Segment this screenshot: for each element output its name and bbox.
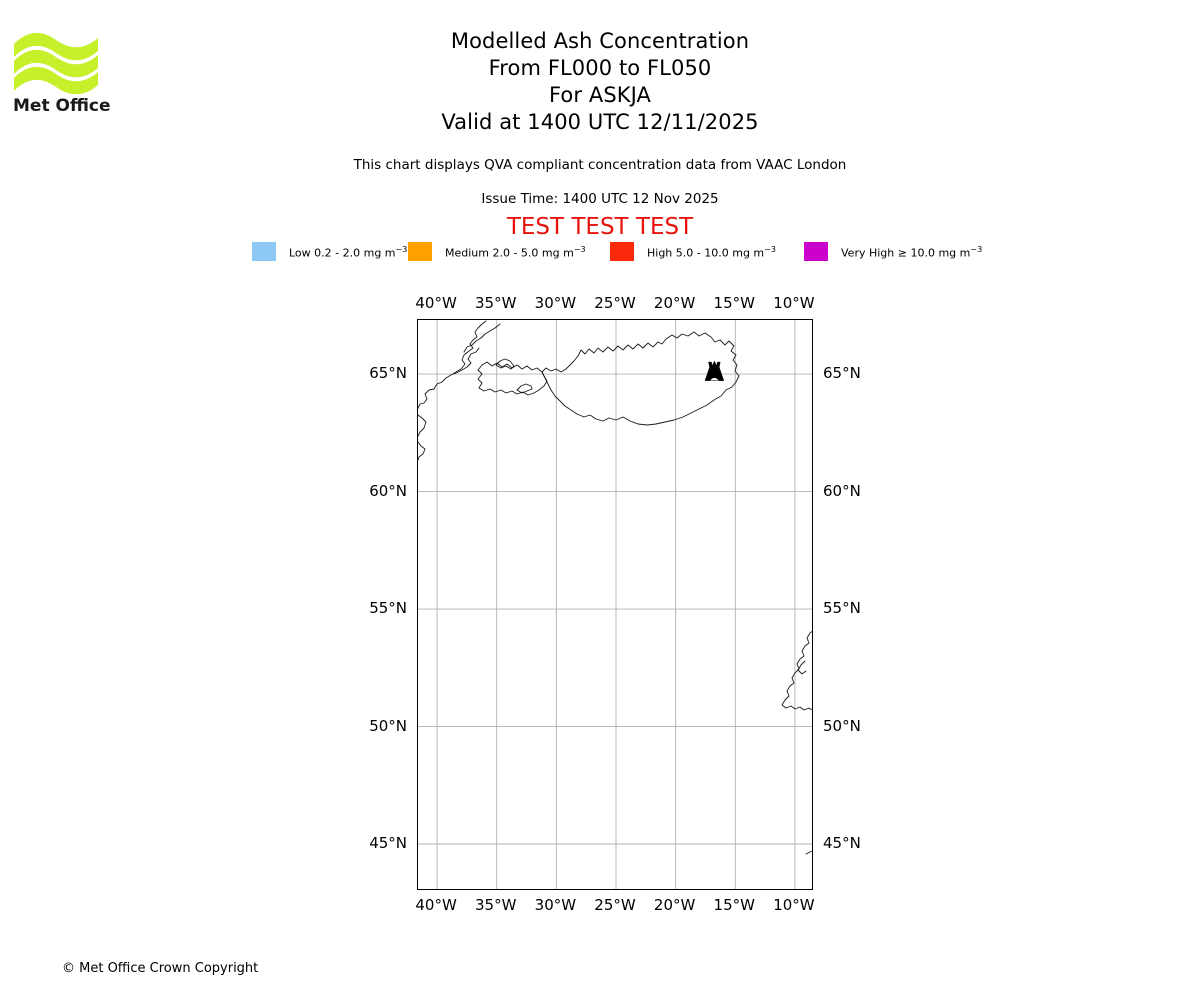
met-office-wordmark: Met Office — [13, 96, 111, 114]
legend-exponent-1: −3 — [573, 244, 586, 254]
legend-label-2: High 5.0 - 10.0 mg m−3 — [647, 244, 776, 260]
qva-disclaimer: This chart displays QVA compliant concen… — [353, 157, 847, 173]
lon-tick-top-3: 25°W — [594, 294, 636, 312]
legend-swatch-3 — [804, 241, 828, 261]
lat-tick-right-1: 60°N — [823, 481, 861, 500]
legend-exponent-0: −3 — [395, 244, 408, 254]
greenland-fjord-path — [463, 323, 501, 353]
iceland-westfjord-lobe2 — [516, 383, 533, 394]
lon-tick-top-5: 15°W — [713, 294, 755, 312]
legend-exponent-2: −3 — [764, 244, 776, 254]
map-gridlines — [418, 320, 812, 889]
coastline-layer — [418, 320, 812, 855]
legend-label-3: Very High ≥ 10.0 mg m−3 — [841, 244, 983, 260]
lon-tick-bottom-6: 10°W — [773, 896, 815, 914]
lat-tick-right-4: 45°N — [823, 834, 861, 852]
lat-tick-left-3: 50°N — [369, 716, 407, 735]
lon-tick-top-6: 10°W — [773, 294, 815, 312]
lon-tick-bottom-0: 40°W — [415, 896, 457, 914]
greenland-coast-south — [418, 414, 427, 437]
issue-time: Issue Time: 1400 UTC 12 Nov 2025 — [481, 191, 719, 207]
legend-entry-1: Medium 2.0 - 5.0 mg m−3 — [408, 241, 586, 261]
iberia-coast-hint — [805, 850, 812, 855]
lon-tick-bottom-3: 25°W — [594, 896, 636, 914]
lon-tick-bottom-2: 30°W — [534, 896, 577, 914]
volcano-marker-crater — [710, 377, 719, 381]
legend-entry-3: Very High ≥ 10.0 mg m−3 — [804, 241, 982, 261]
lat-tick-right-3: 50°N — [823, 716, 861, 735]
concentration-legend: Low 0.2 - 2.0 mg m−3 Medium 2.0 - 5.0 mg … — [0, 241, 1200, 261]
lat-tick-right-2: 55°N — [823, 599, 861, 618]
volcano-marker-askja[interactable] — [704, 360, 725, 381]
iceland-coast-path — [541, 331, 740, 426]
greenland-coast-south2 — [418, 441, 426, 461]
disclaimer-block: This chart displays QVA compliant concen… — [0, 156, 1200, 174]
lon-tick-bottom-5: 15°W — [713, 896, 755, 914]
lon-tick-bottom-4: 20°W — [653, 896, 696, 914]
lat-tick-left-1: 60°N — [369, 481, 407, 500]
iceland-westfjord-lobe — [495, 358, 515, 370]
iceland-westfjords-path — [477, 361, 548, 396]
lat-tick-right-0: 65°N — [823, 364, 861, 383]
test-banner: TEST TEST TEST — [506, 214, 694, 240]
legend-entry-2: High 5.0 - 10.0 mg m−3 — [610, 241, 776, 261]
map-frame[interactable] — [417, 319, 813, 890]
lon-tick-top-2: 30°W — [534, 294, 577, 312]
legend-label-0: Low 0.2 - 2.0 mg m−3 — [289, 244, 408, 260]
flight-level-range: From FL000 to FL050 — [488, 56, 712, 80]
greenland-inner-path — [453, 347, 480, 375]
greenland-coast-path — [418, 320, 487, 409]
copyright-notice: © Met Office Crown Copyright — [62, 961, 259, 976]
volcano-name-title: For ASKJA — [548, 83, 652, 107]
lat-tick-left-4: 45°N — [369, 834, 407, 852]
legend-label-1: Medium 2.0 - 5.0 mg m−3 — [445, 244, 586, 260]
lon-tick-top-4: 20°W — [653, 294, 696, 312]
legend-swatch-2 — [610, 241, 634, 261]
ireland-inner-coast — [797, 660, 807, 675]
chart-title-block: Modelled Ash Concentration From FL000 to… — [0, 28, 1200, 136]
lat-tick-left-0: 65°N — [369, 364, 407, 383]
lon-tick-top-1: 35°W — [475, 294, 517, 312]
legend-swatch-1 — [408, 241, 432, 261]
map-chart-area: 40°W 35°W 30°W 25°W 20°W 15°W 10°W 40°W 35°W 30°… — [369, 294, 861, 914]
lat-tick-left-2: 55°N — [369, 599, 407, 618]
volcano-marker-layer[interactable] — [704, 360, 725, 381]
page-title: Modelled Ash Concentration — [450, 29, 750, 53]
met-office-waves-icon: Met Office — [13, 32, 111, 114]
legend-entry-0: Low 0.2 - 2.0 mg m−3 — [252, 241, 407, 261]
met-office-logo: Met Office — [12, 26, 112, 114]
lon-tick-top-0: 40°W — [415, 294, 457, 312]
legend-swatch-0 — [252, 241, 276, 261]
legend-exponent-3: −3 — [970, 244, 983, 254]
map-canvas — [418, 320, 812, 889]
ireland-coast-path — [781, 630, 812, 711]
lon-tick-bottom-1: 35°W — [475, 896, 517, 914]
valid-time: Valid at 1400 UTC 12/11/2025 — [441, 110, 759, 134]
